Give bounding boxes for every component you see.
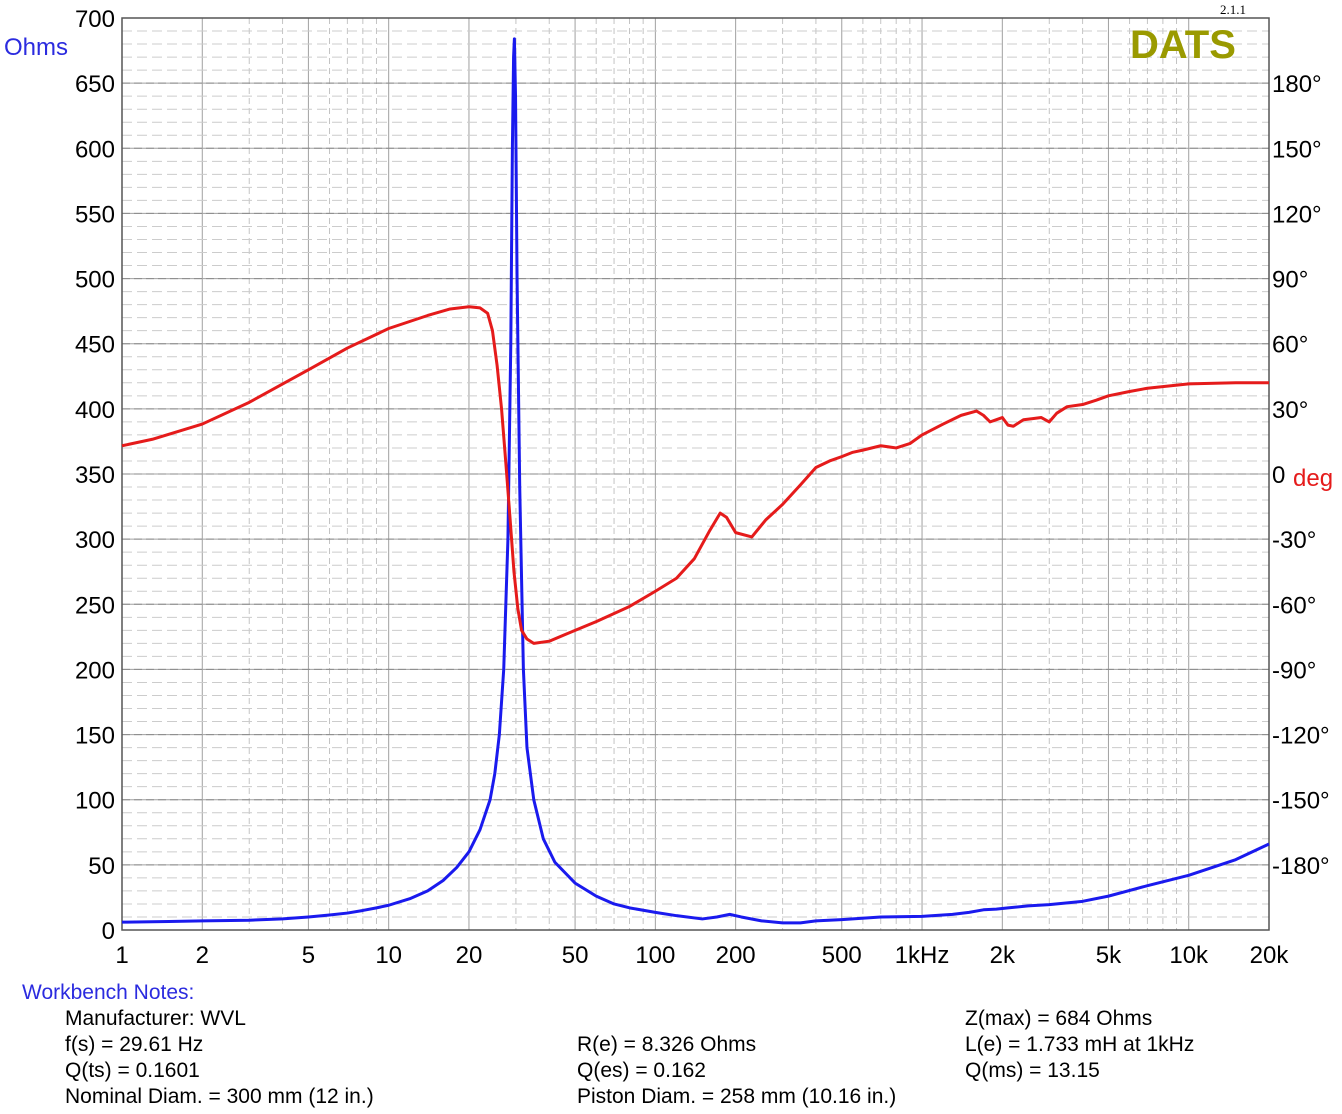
- right-axis-label: deg: [1293, 465, 1333, 492]
- impedance-series-line: [121, 37, 1270, 925]
- x-tick-label: 5: [302, 942, 315, 969]
- x-axis-ticks: 1 2 5 10 20 50 100 200 500 1kHz 2k 5k 10k 20k: [115, 942, 1289, 969]
- y-right-tick-label: 60°: [1272, 332, 1308, 359]
- y-left-tick-label: 700: [75, 6, 115, 33]
- y-right-tick-label: 30°: [1272, 397, 1308, 424]
- grid: [122, 18, 1270, 930]
- y-left-tick-label: 650: [75, 71, 115, 98]
- version-label: 2.1.1: [1220, 2, 1246, 17]
- note-fs: f(s) = 29.61 Hz: [65, 1033, 204, 1056]
- y-left-tick-label: 450: [75, 332, 115, 359]
- note-manufacturer: Manufacturer: WVL: [65, 1007, 246, 1030]
- y-right-tick-label: -90°: [1272, 657, 1316, 684]
- x-tick-label: 10k: [1169, 942, 1209, 969]
- y-left-tick-label: 50: [88, 853, 115, 880]
- note-le: L(e) = 1.733 mH at 1kHz: [965, 1033, 1195, 1056]
- y-right-tick-label: 180°: [1272, 71, 1322, 98]
- x-tick-label: 2: [196, 942, 209, 969]
- note-nominal-diam: Nominal Diam. = 300 mm (12 in.): [65, 1085, 374, 1108]
- y-left-tick-label: 0: [102, 918, 115, 945]
- y-right-tick-label: 150°: [1272, 136, 1322, 163]
- x-tick-label: 200: [716, 942, 756, 969]
- y-right-tick-label: -30°: [1272, 527, 1316, 554]
- right-axis-ticks: 180° 150° 120° 90° 60° 30° 0 -30° -60° -90° -120° -…: [1272, 71, 1330, 880]
- y-left-tick-label: 600: [75, 136, 115, 163]
- note-qes: Q(es) = 0.162: [577, 1059, 706, 1082]
- y-left-tick-label: 100: [75, 788, 115, 815]
- y-right-tick-label: 0: [1272, 462, 1285, 489]
- x-tick-label: 500: [822, 942, 862, 969]
- y-left-tick-label: 500: [75, 267, 115, 294]
- workbench-notes-title: Workbench Notes:: [22, 981, 195, 1004]
- y-right-tick-label: -60°: [1272, 592, 1316, 619]
- x-tick-label: 50: [562, 942, 589, 969]
- x-tick-label: 20k: [1250, 942, 1290, 969]
- y-left-tick-label: 200: [75, 657, 115, 684]
- note-piston-diam: Piston Diam. = 258 mm (10.16 in.): [577, 1085, 897, 1108]
- note-qts: Q(ts) = 0.1601: [65, 1059, 200, 1082]
- x-tick-label: 2k: [990, 942, 1016, 969]
- y-left-tick-label: 550: [75, 201, 115, 228]
- note-qms: Q(ms) = 13.15: [965, 1059, 1100, 1082]
- left-axis-ticks: 0 50 100 150 200 250 300 350 400 450 500 550 600 650 7…: [75, 6, 115, 945]
- phase-series-line: [121, 305, 1269, 645]
- y-left-tick-label: 350: [75, 462, 115, 489]
- y-left-tick-label: 150: [75, 723, 115, 750]
- series-group: [121, 37, 1270, 925]
- x-tick-label: 10: [375, 942, 402, 969]
- note-re: R(e) = 8.326 Ohms: [577, 1033, 757, 1056]
- y-right-tick-label: -120°: [1272, 723, 1330, 750]
- brand-logo: DATS: [1130, 23, 1236, 67]
- y-left-tick-label: 300: [75, 527, 115, 554]
- y-right-tick-label: 120°: [1272, 201, 1322, 228]
- note-zmax: Z(max) = 684 Ohms: [965, 1007, 1153, 1030]
- left-axis-label: Ohms: [4, 34, 68, 61]
- x-tick-label: 100: [635, 942, 675, 969]
- y-left-tick-label: 250: [75, 592, 115, 619]
- x-tick-label: 1: [115, 942, 128, 969]
- y-left-tick-label: 400: [75, 397, 115, 424]
- y-right-tick-label: 90°: [1272, 267, 1308, 294]
- plot-frame: [121, 17, 1270, 931]
- x-tick-label: 5k: [1096, 942, 1122, 969]
- x-tick-label: 20: [456, 942, 483, 969]
- y-right-tick-label: -150°: [1272, 788, 1330, 815]
- x-tick-label: 1kHz: [895, 942, 950, 969]
- y-right-tick-label: -180°: [1272, 853, 1330, 880]
